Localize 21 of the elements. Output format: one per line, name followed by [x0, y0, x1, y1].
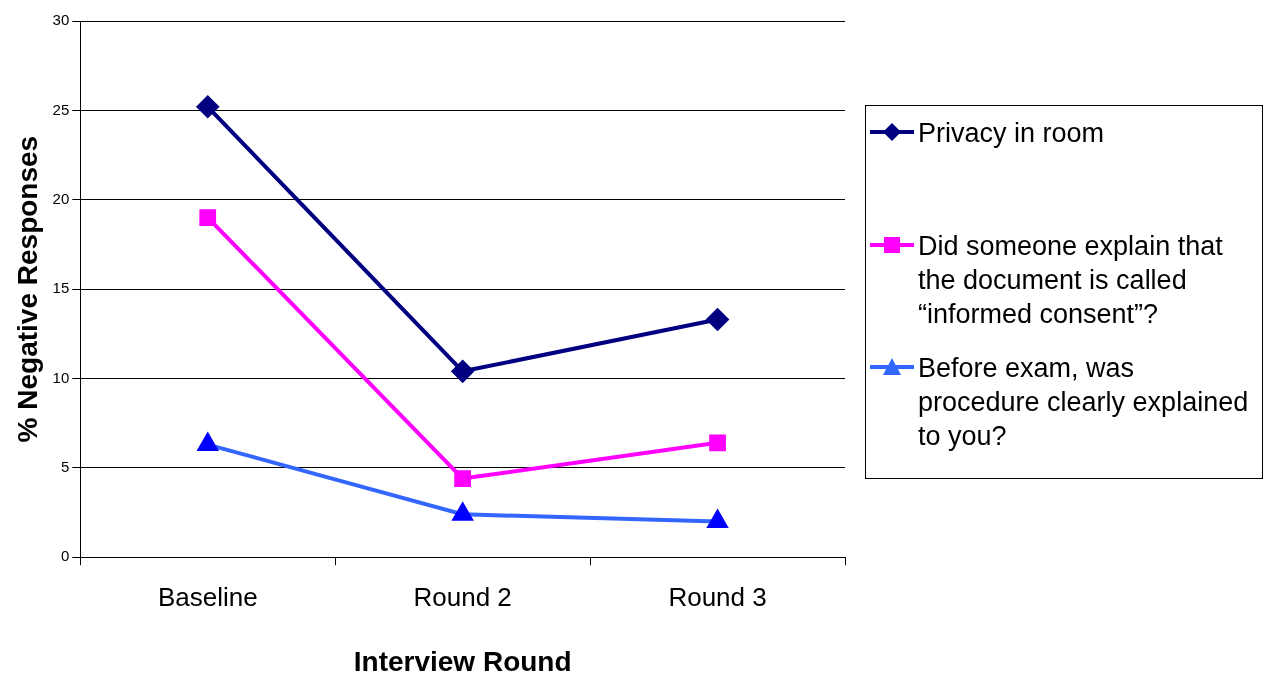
- legend-label: Privacy in room: [918, 117, 1105, 150]
- point: [199, 209, 217, 226]
- y-tick-label: 30: [52, 11, 70, 29]
- point: [196, 95, 219, 118]
- y-tick-label: 0: [60, 547, 70, 565]
- y-tick-label: 10: [52, 368, 70, 386]
- y-tick-label: 5: [60, 457, 70, 475]
- y-tick-label: 15: [52, 279, 70, 297]
- x-tick-label: Round 2: [413, 581, 512, 612]
- x-tick-label: Round 3: [668, 581, 767, 612]
- point: [706, 308, 729, 331]
- y-axis-title: % Negative Responses: [11, 135, 43, 443]
- point: [454, 470, 472, 487]
- legend-label: Before exam, was procedure clearly explained to you?: [918, 351, 1250, 453]
- x-axis-title: Interview Round: [353, 645, 572, 677]
- point: [451, 360, 474, 383]
- point: [709, 434, 726, 452]
- legend-label: Did someone explain that the document is called “informed consent”?: [918, 230, 1224, 332]
- x-tick-label: Baseline: [157, 581, 258, 612]
- y-tick-label: 20: [52, 189, 70, 207]
- y-tick-label: 25: [52, 100, 70, 118]
